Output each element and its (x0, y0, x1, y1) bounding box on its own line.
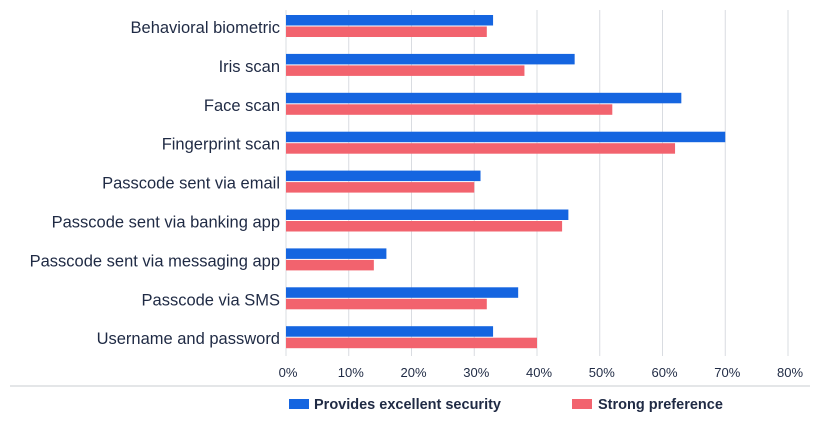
category-label: Fingerprint scan (162, 136, 280, 154)
bar-strong-preference (286, 221, 563, 232)
category-labels: Behavioral biometric Iris scan Face scan Fi… (30, 19, 280, 348)
bar-strong-preference (286, 259, 374, 271)
x-tick-label: 60% (651, 365, 677, 380)
legend-label: Provides excellent security (314, 397, 501, 413)
bar-excellent-security (286, 53, 575, 65)
bar-excellent-security (286, 209, 569, 220)
x-tick-label: 40% (526, 365, 552, 380)
bar-excellent-security (286, 326, 494, 337)
legend-swatch (572, 399, 592, 409)
x-tick-label: 50% (589, 365, 615, 380)
category-label: Username and password (97, 330, 280, 348)
category-label: Passcode sent via email (102, 175, 280, 193)
category-label: Passcode sent via banking app (52, 214, 280, 232)
x-tick-label: 10% (338, 365, 364, 380)
category-label: Passcode sent via messaging app (30, 252, 280, 270)
category-label: Face scan (204, 97, 280, 115)
bar-excellent-security (286, 92, 682, 104)
x-tick-label: 20% (400, 365, 426, 380)
bar-strong-preference (286, 26, 487, 37)
bar-strong-preference (286, 298, 487, 310)
bar-strong-preference (286, 337, 537, 349)
x-tick-label: 80% (777, 365, 803, 380)
bar-excellent-security (286, 15, 494, 26)
bar-excellent-security (286, 131, 726, 143)
bar-excellent-security (286, 287, 519, 298)
bar-strong-preference (286, 104, 613, 115)
legend-label: Strong preference (598, 397, 723, 413)
bar-strong-preference (286, 65, 525, 76)
category-label: Iris scan (219, 58, 280, 76)
x-tick-label: 70% (714, 365, 740, 380)
category-label: Behavioral biometric (131, 19, 280, 37)
legend-swatch (289, 399, 309, 409)
bar-excellent-security (286, 248, 387, 259)
x-tick-label: 30% (463, 365, 489, 380)
x-tick-label: 0% (279, 365, 298, 380)
bar-excellent-security (286, 170, 481, 182)
bar-strong-preference (286, 143, 676, 154)
x-tick-labels: 0% 10% 20% 30% 40% 50% 60% 70% 80% (279, 365, 804, 380)
category-label: Passcode via SMS (142, 291, 280, 309)
bars (286, 15, 726, 349)
bar-strong-preference (286, 182, 475, 193)
legend: Provides excellent security Strong prefer… (289, 397, 723, 413)
